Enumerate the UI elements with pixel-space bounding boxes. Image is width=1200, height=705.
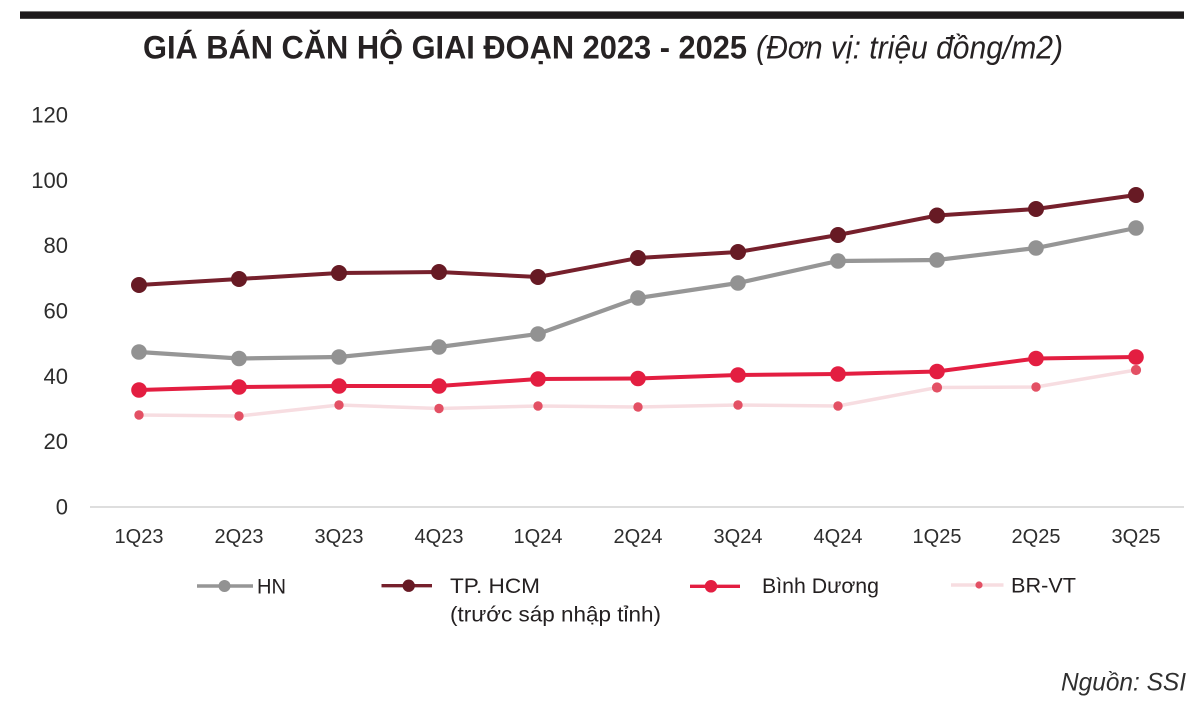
svg-text:40: 40 xyxy=(44,364,68,389)
svg-text:60: 60 xyxy=(44,299,68,324)
svg-text:3Q23: 3Q23 xyxy=(315,526,364,548)
svg-text:1Q23: 1Q23 xyxy=(115,526,164,548)
svg-text:2Q25: 2Q25 xyxy=(1012,526,1061,548)
svg-text:GIÁ BÁN CĂN HỘ GIAI ĐOẠN 2023: GIÁ BÁN CĂN HỘ GIAI ĐOẠN 2023 - 2025 xyxy=(143,30,747,66)
svg-text:4Q23: 4Q23 xyxy=(415,526,464,548)
svg-text:1Q25: 1Q25 xyxy=(913,526,962,548)
svg-text:4Q24: 4Q24 xyxy=(814,526,863,548)
svg-text:100: 100 xyxy=(31,168,68,193)
svg-text:3Q25: 3Q25 xyxy=(1112,526,1161,548)
svg-text:BR-VT: BR-VT xyxy=(1011,575,1076,598)
svg-text:2Q23: 2Q23 xyxy=(215,526,264,548)
svg-text:Bình Dương: Bình Dương xyxy=(762,575,879,598)
svg-text:80: 80 xyxy=(44,233,68,258)
svg-text:20: 20 xyxy=(44,429,68,454)
svg-text:HN: HN xyxy=(257,576,286,599)
svg-text:Nguồn: SSI: Nguồn: SSI xyxy=(1061,669,1186,697)
svg-text:3Q24: 3Q24 xyxy=(714,526,763,548)
svg-text:120: 120 xyxy=(31,103,68,128)
svg-text:1Q24: 1Q24 xyxy=(514,526,563,548)
svg-text:TP. HCM: TP. HCM xyxy=(450,575,540,598)
svg-text:2Q24: 2Q24 xyxy=(614,526,663,548)
svg-text:(Đơn vị: triệu đồng/m2): (Đơn vị: triệu đồng/m2) xyxy=(756,30,1063,66)
svg-text:0: 0 xyxy=(56,495,68,520)
svg-text:(trước sáp nhập tỉnh): (trước sáp nhập tỉnh) xyxy=(450,604,661,627)
